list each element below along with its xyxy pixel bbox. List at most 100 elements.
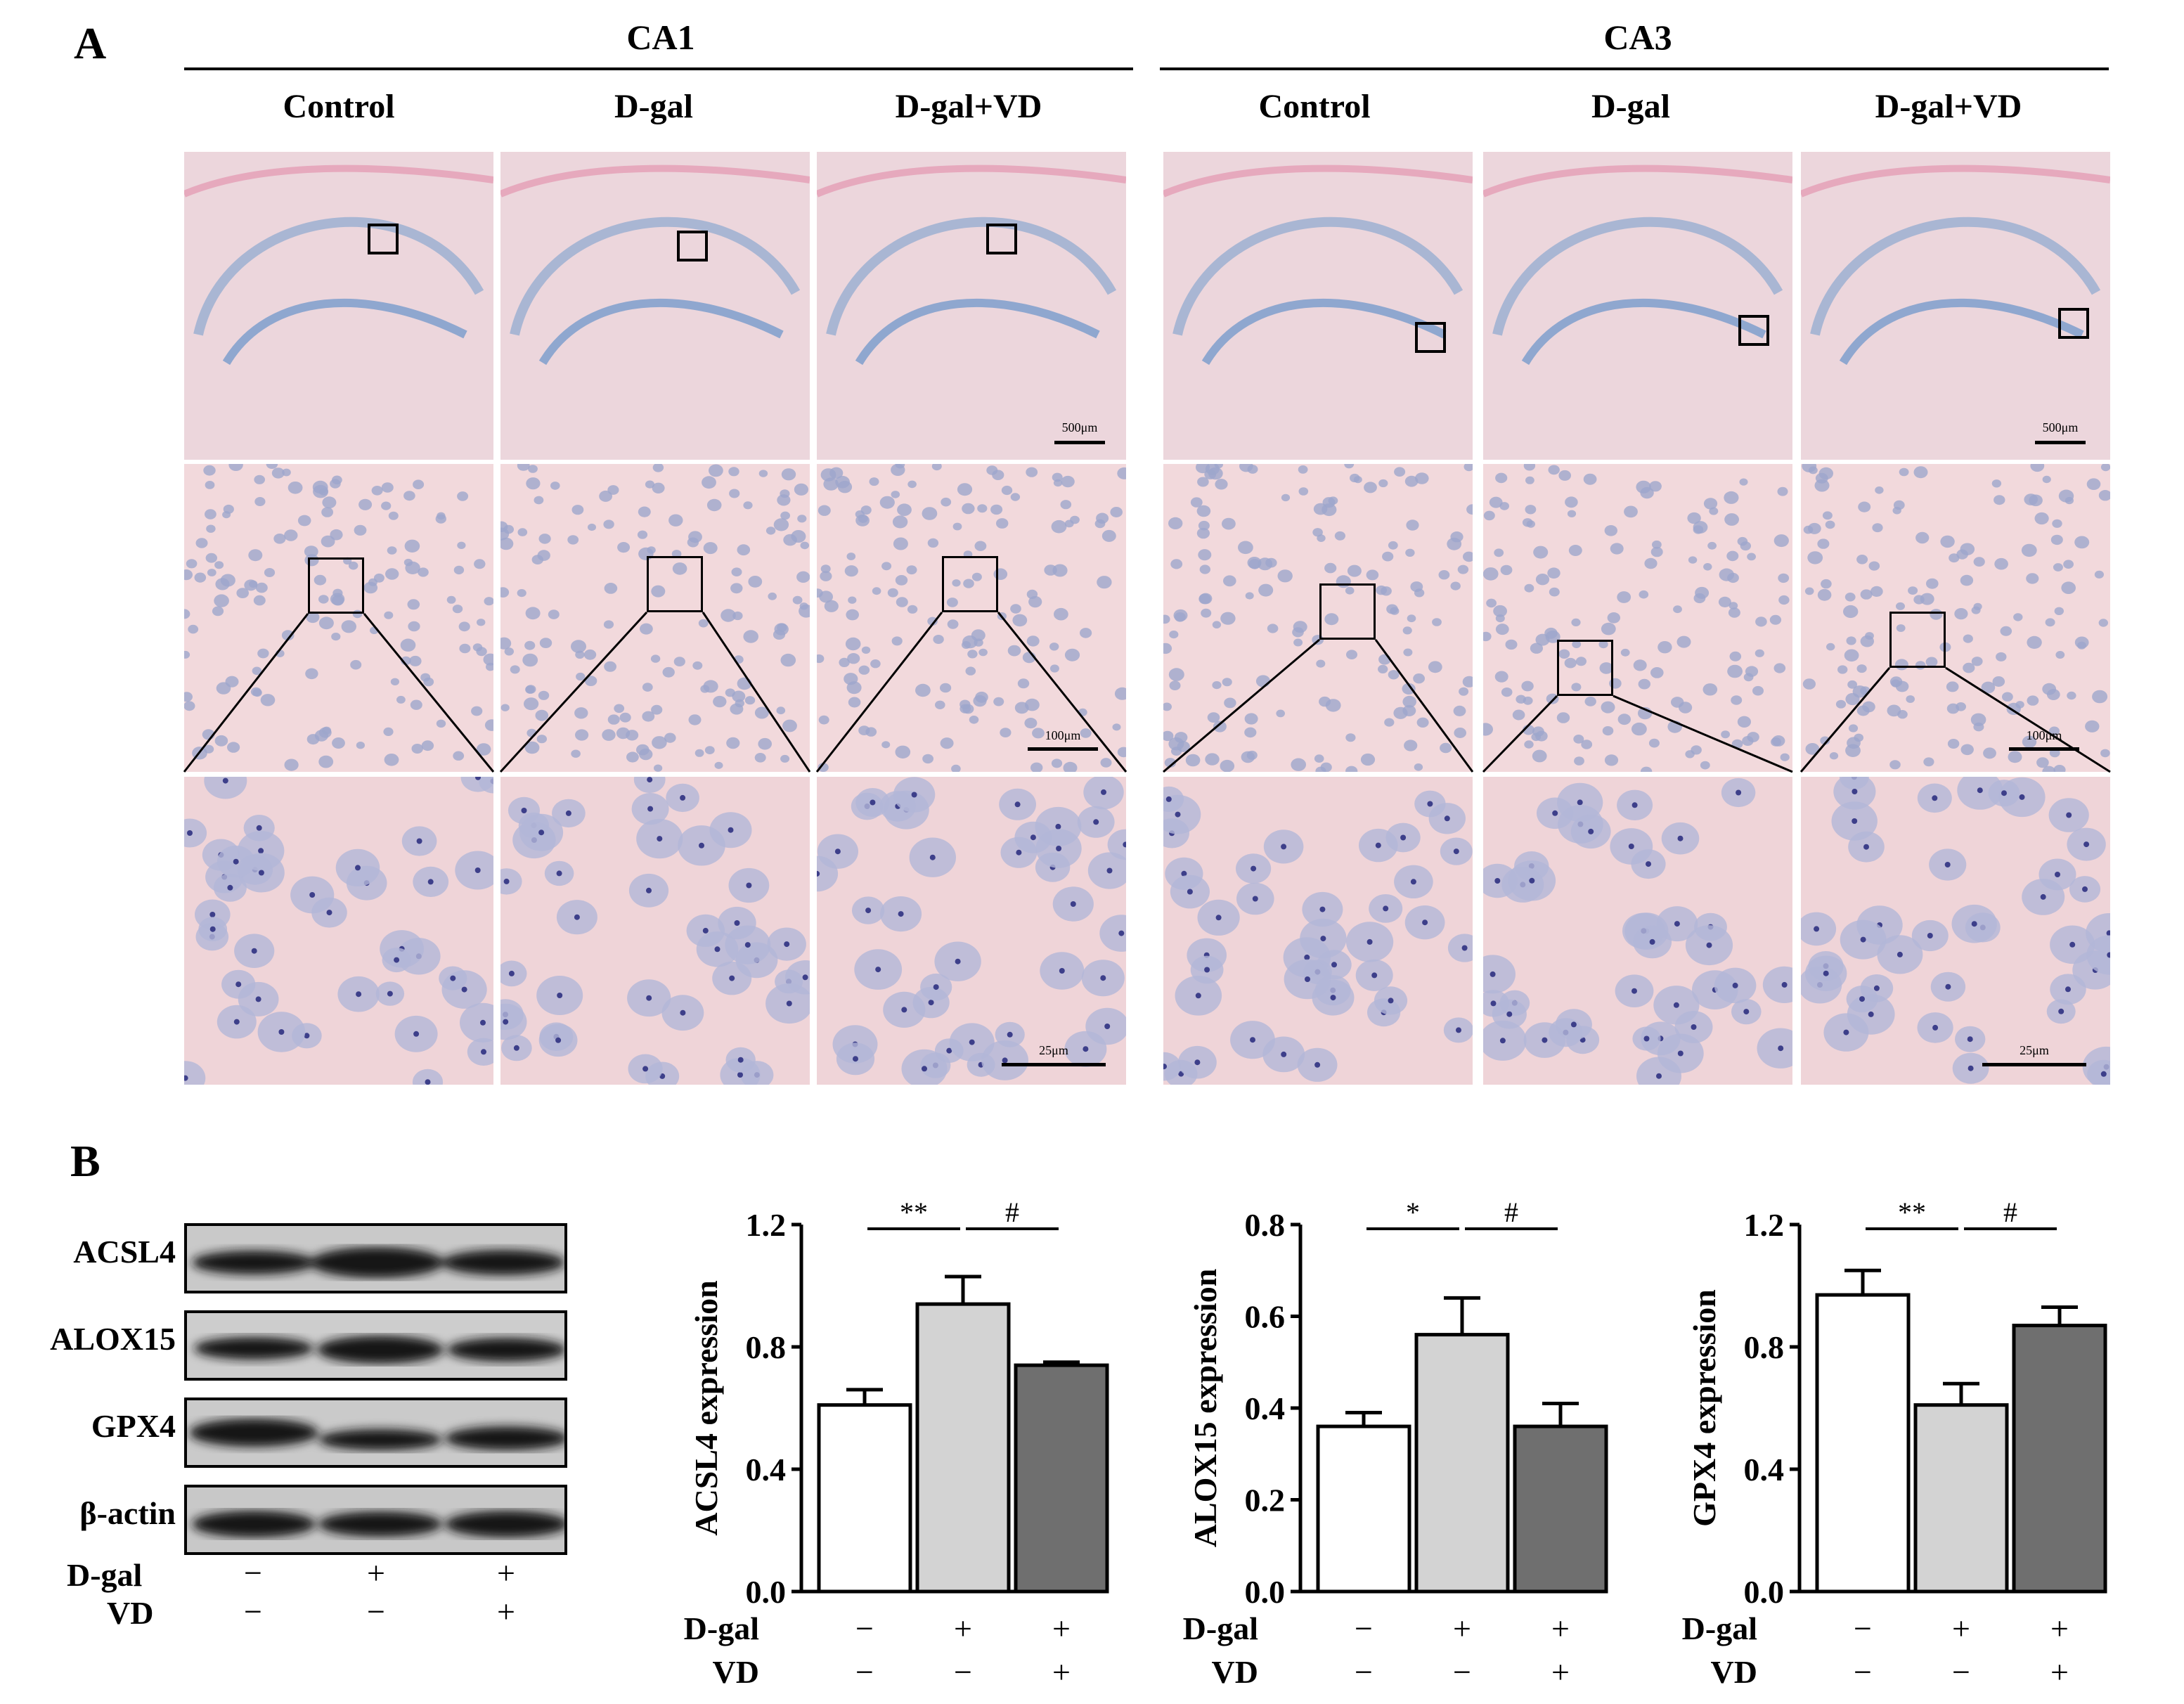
he-tile-ca3-control-row3	[1163, 777, 1473, 1085]
y-tick-label: 1.2	[746, 1207, 787, 1243]
zoom-connector-line	[997, 612, 1127, 773]
significance-label: **	[1898, 1196, 1926, 1228]
zoom-connector-line	[1799, 667, 1891, 773]
scalebar-label-500-ca1: 500μm	[1061, 420, 1098, 434]
treatment-label: VD	[1212, 1654, 1258, 1690]
roi-box-overview-ca1-control	[368, 224, 399, 254]
treatment-sign: −	[1355, 1611, 1373, 1646]
he-tile-ca1-control-row3	[184, 777, 493, 1085]
col-label-ca1-dgal: D-gal	[614, 88, 693, 125]
treatment-sign: −	[1355, 1654, 1373, 1690]
he-tile-ca1-dgal-vd-row3	[817, 777, 1126, 1085]
zoom-connector-line	[1163, 638, 1320, 773]
treatment-sign: +	[1551, 1611, 1570, 1646]
zoom-connector-line	[702, 612, 811, 773]
scalebar-25-ca3	[1982, 1063, 2086, 1066]
bar	[1316, 1424, 1411, 1594]
roi-box-overview-ca3-dgal-vd	[2058, 308, 2089, 339]
y-tick-label: 1.2	[1744, 1207, 1785, 1243]
treatment-sign: +	[1551, 1654, 1570, 1690]
roi-box-overview-ca1-dgal	[677, 231, 708, 262]
blot-label-acsl4: ACSL4	[73, 1234, 176, 1270]
scalebar-label-500-ca3: 500μm	[2042, 420, 2079, 434]
treatment-sign: +	[1052, 1611, 1071, 1646]
col-label-ca3-dgal-vd: D-gal+VD	[1875, 88, 2022, 125]
ca3-rule	[1160, 67, 2109, 70]
bar	[915, 1302, 1011, 1594]
blot-sign: +	[497, 1555, 515, 1591]
panel-b-letter: B	[70, 1136, 101, 1186]
blot-sign: +	[367, 1555, 385, 1591]
treatment-sign: +	[1952, 1611, 1970, 1646]
roi-box-overview-ca1-dgal-vd	[986, 224, 1017, 254]
blot-sign: +	[497, 1594, 515, 1629]
zoom-connector-line	[1482, 695, 1558, 773]
scalebar-label-100-ca1: 100μm	[1045, 728, 1081, 742]
treatment-label: D-gal	[684, 1611, 759, 1646]
region-label-ca3: CA3	[1603, 18, 1672, 57]
y-tick-label: 0.4	[746, 1452, 787, 1487]
region-label-ca1: CA1	[626, 18, 695, 57]
treatment-label: D-gal	[1183, 1611, 1258, 1646]
bar	[817, 1403, 912, 1594]
scalebar-500-ca3	[2035, 441, 2086, 444]
treatment-sign: −	[1854, 1654, 1872, 1690]
blot-strip-beta-actin	[184, 1485, 567, 1555]
treatment-sign: +	[954, 1611, 972, 1646]
y-tick-label: 0.8	[746, 1329, 787, 1365]
blot-label-beta-actin: β-actin	[79, 1495, 176, 1531]
y-tick-label: 0.6	[1245, 1299, 1286, 1335]
he-tile-ca1-dgal-row1	[500, 152, 810, 460]
significance-label: *	[1406, 1196, 1420, 1228]
he-tile-ca1-control-row2	[184, 464, 493, 772]
bar	[1513, 1424, 1608, 1594]
col-label-ca1-control: Control	[283, 88, 395, 125]
col-label-ca3-dgal: D-gal	[1591, 88, 1670, 125]
he-tile-ca1-dgal-vd-row1	[817, 152, 1126, 460]
bar	[1414, 1333, 1510, 1594]
zoom-connector-line	[183, 613, 309, 773]
roi-box-detail-ca1-dgal	[647, 556, 703, 612]
he-tile-ca3-dgal-row1	[1483, 152, 1792, 460]
blot-sign: −	[244, 1594, 262, 1629]
he-tile-ca1-dgal-row3	[500, 777, 810, 1085]
bar-chart-gpx4: 0.0 0.4 0.8 1.2 GPX4 expression ** # D-gal − + + VD…	[1682, 1196, 2107, 1690]
treatment-sign: −	[855, 1611, 874, 1646]
scalebar-25-ca1	[1002, 1063, 1106, 1066]
zoom-connector-line	[363, 613, 495, 773]
zoom-connectors	[183, 611, 2111, 773]
bar	[1913, 1403, 2009, 1594]
roi-box-detail-ca3-dgal-vd	[1889, 612, 1946, 668]
treatment-sign: +	[2050, 1654, 2069, 1690]
bar	[2012, 1324, 2107, 1594]
blot-treat-label-dgal: D-gal	[67, 1557, 143, 1593]
he-tile-ca3-dgal-vd-row3	[1801, 777, 2110, 1085]
zoom-connector-line	[1945, 666, 2111, 773]
treatment-sign: −	[954, 1654, 972, 1690]
ca1-rule	[184, 67, 1133, 70]
significance-label: #	[1504, 1196, 1518, 1228]
treatment-label: VD	[713, 1654, 759, 1690]
roi-box-overview-ca3-dgal	[1738, 315, 1769, 346]
blot-sign: −	[244, 1555, 262, 1591]
he-tile-ca1-dgal-vd-row2	[817, 464, 1126, 772]
blot-label-gpx4: GPX4	[91, 1408, 176, 1444]
y-axis-label: GPX4 expression	[1686, 1289, 1722, 1527]
blot-treat-label-vd: VD	[107, 1595, 154, 1631]
col-label-ca3-control: Control	[1258, 88, 1371, 125]
bar	[1014, 1363, 1109, 1594]
he-tile-ca3-dgal-row2	[1483, 464, 1792, 772]
blot-label-alox15: ALOX15	[50, 1321, 176, 1357]
y-tick-label: 0.8	[1744, 1329, 1785, 1365]
treatment-label: VD	[1711, 1654, 1757, 1690]
y-tick-label: 0.2	[1245, 1483, 1286, 1518]
zoom-connector-line	[1374, 639, 1474, 773]
significance-label: **	[900, 1196, 928, 1228]
zoom-connector-line	[1613, 695, 1793, 773]
treatment-sign: +	[1453, 1611, 1471, 1646]
significance-label: #	[1005, 1196, 1019, 1228]
blot-strip-gpx4	[184, 1398, 567, 1468]
treatment-sign: −	[1854, 1611, 1872, 1646]
bar-chart-acsl4: 0.0 0.4 0.8 1.2 ACSL4 expression ** # D-gal − + + V…	[684, 1196, 1109, 1690]
zoom-connector-line	[815, 612, 943, 773]
